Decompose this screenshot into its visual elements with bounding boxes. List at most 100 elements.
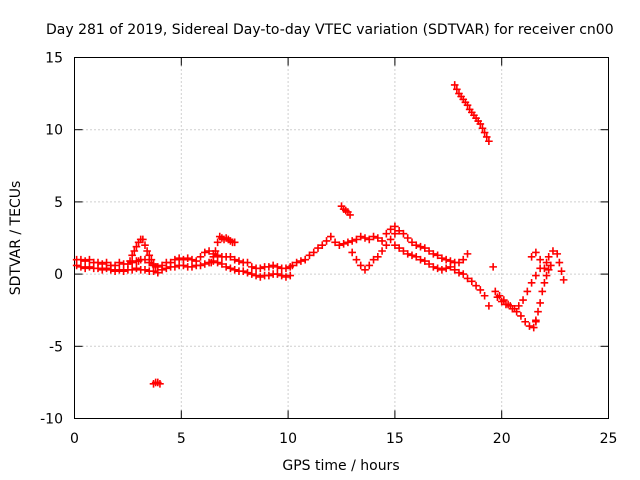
data-point bbox=[211, 247, 220, 255]
data-point bbox=[247, 270, 256, 278]
data-point bbox=[247, 263, 256, 271]
data-point bbox=[463, 274, 472, 283]
data-point bbox=[239, 267, 248, 276]
data-point bbox=[230, 238, 239, 247]
data-point bbox=[282, 264, 290, 273]
series-isolated-19.6h bbox=[489, 263, 497, 271]
data-point bbox=[510, 304, 519, 313]
chart-title: Day 281 of 2019, Sidereal Day-to-day VTE… bbox=[46, 22, 614, 38]
data-point bbox=[544, 252, 553, 261]
data-point bbox=[538, 287, 547, 296]
data-point bbox=[421, 257, 429, 265]
data-point bbox=[339, 239, 348, 248]
data-point bbox=[391, 229, 399, 238]
data-point bbox=[348, 248, 356, 257]
data-point bbox=[478, 124, 487, 133]
data-point bbox=[226, 264, 235, 273]
data-point bbox=[230, 255, 239, 264]
x-axis-tick-labels: 0 5 10 15 20 25 bbox=[70, 431, 617, 447]
data-point bbox=[348, 237, 356, 245]
data-point bbox=[433, 251, 442, 260]
data-point bbox=[128, 251, 136, 260]
data-point bbox=[429, 263, 438, 271]
data-point bbox=[485, 137, 493, 146]
data-point bbox=[529, 323, 538, 332]
data-point bbox=[480, 128, 489, 137]
data-point bbox=[365, 261, 374, 270]
data-point bbox=[485, 302, 493, 310]
series-peak-6-7h bbox=[207, 232, 239, 267]
data-point bbox=[382, 241, 391, 250]
data-point bbox=[497, 297, 506, 306]
data-point bbox=[467, 277, 476, 286]
data-point bbox=[288, 261, 297, 270]
data-point bbox=[327, 232, 335, 241]
data-point bbox=[557, 267, 566, 276]
data-point bbox=[183, 254, 192, 263]
data-point bbox=[171, 263, 179, 271]
data-point bbox=[314, 244, 322, 252]
y-axis-label: SDTVAR / TECUs bbox=[8, 181, 24, 296]
y-tick-label: -5 bbox=[49, 339, 63, 355]
data-point bbox=[438, 254, 446, 263]
data-point bbox=[540, 278, 549, 287]
data-point bbox=[540, 264, 549, 273]
data-point bbox=[213, 251, 222, 260]
data-point bbox=[517, 312, 525, 320]
data-point bbox=[416, 255, 425, 264]
data-point bbox=[230, 265, 239, 274]
series-hump-3h bbox=[126, 235, 160, 271]
data-point bbox=[200, 260, 209, 268]
data-point bbox=[438, 265, 446, 274]
data-points bbox=[72, 81, 568, 388]
data-point bbox=[286, 271, 295, 280]
data-point bbox=[455, 258, 463, 267]
data-point bbox=[235, 257, 243, 265]
data-point bbox=[305, 251, 314, 260]
data-point bbox=[85, 255, 94, 264]
data-point bbox=[252, 271, 260, 280]
data-point bbox=[213, 258, 222, 267]
data-point bbox=[455, 268, 463, 277]
data-point bbox=[356, 261, 365, 270]
data-point bbox=[151, 263, 160, 271]
data-point bbox=[429, 250, 438, 258]
data-point bbox=[399, 247, 408, 255]
data-point bbox=[200, 248, 209, 257]
data-point bbox=[175, 254, 183, 263]
data-point bbox=[480, 291, 489, 300]
data-point bbox=[534, 307, 542, 316]
series-lower-15-19h bbox=[391, 241, 493, 310]
data-point bbox=[265, 263, 273, 271]
data-point bbox=[128, 265, 136, 274]
data-point bbox=[72, 261, 81, 270]
data-point bbox=[213, 238, 222, 247]
data-point bbox=[425, 247, 433, 255]
y-tick-label: -10 bbox=[40, 412, 63, 428]
series-upper-20-22h bbox=[493, 264, 544, 313]
data-point bbox=[256, 273, 265, 281]
data-point bbox=[459, 255, 468, 264]
data-point bbox=[147, 255, 156, 264]
series-cluster-22-23h bbox=[527, 247, 568, 284]
data-point bbox=[442, 264, 450, 273]
x-axis-label: GPS time / hours bbox=[282, 458, 399, 474]
data-point bbox=[553, 250, 562, 258]
data-point bbox=[273, 263, 282, 271]
data-point bbox=[536, 299, 544, 307]
data-point bbox=[352, 235, 361, 244]
data-point bbox=[318, 241, 327, 250]
data-point bbox=[309, 248, 318, 257]
data-point bbox=[141, 255, 149, 264]
data-point bbox=[555, 258, 564, 267]
data-point bbox=[433, 264, 442, 273]
data-point bbox=[143, 247, 151, 255]
data-point bbox=[542, 258, 551, 267]
data-point bbox=[149, 267, 158, 276]
x-tick-label: 5 bbox=[177, 431, 186, 447]
series-band-13-17h bbox=[352, 222, 472, 267]
data-point bbox=[111, 267, 119, 276]
series-recover-21.6-22.3h bbox=[532, 261, 555, 325]
data-point bbox=[408, 238, 416, 247]
